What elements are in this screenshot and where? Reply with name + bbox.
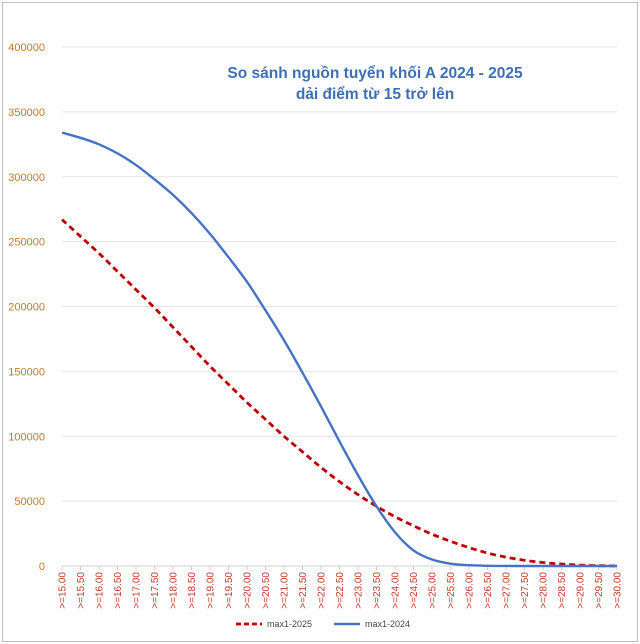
- y-tick-label: 50000: [14, 496, 45, 508]
- x-tick-label: >=19.50: [224, 572, 235, 609]
- x-tick-label: >=18.00: [169, 572, 180, 609]
- y-tick-label: 100000: [8, 431, 45, 443]
- x-tick-label: >=17.50: [150, 572, 161, 609]
- x-tick-label: >=27.00: [502, 572, 513, 609]
- x-tick-label: >=16.00: [95, 572, 106, 609]
- y-tick-label: 250000: [8, 237, 45, 249]
- x-tick-label: >=30.00: [613, 572, 624, 609]
- x-tick-label: >=23.50: [372, 572, 383, 609]
- y-tick-label: 350000: [8, 107, 45, 119]
- y-axis: 0 50000 100000 150000 200000 250000 300000 3500…: [8, 42, 45, 573]
- x-tick-label: >=29.00: [576, 572, 587, 609]
- x-tick-label: >=25.50: [446, 572, 457, 609]
- x-tick-label: >=18.50: [187, 572, 198, 609]
- x-tick-label: >=24.50: [409, 572, 420, 609]
- x-tick-label: >=15.00: [58, 572, 69, 609]
- series-line-max1-2025: [61, 218, 618, 568]
- y-tick-label: 300000: [8, 172, 45, 184]
- legend-label-max1-2024: max1-2024: [365, 619, 410, 629]
- x-tick-label: >=25.00: [428, 572, 439, 609]
- x-tick-label: >=21.50: [298, 572, 309, 609]
- y-tick-label: 150000: [8, 366, 45, 378]
- x-tick-label: >=17.00: [132, 572, 143, 609]
- x-tick-label: >=23.00: [354, 572, 365, 609]
- x-axis: >=15.00 >=15.50 >=16.00 >=16.50 >=17.00 >=17.…: [58, 565, 624, 609]
- y-tick-label: 400000: [8, 42, 45, 54]
- x-tick-label: >=24.00: [391, 572, 402, 609]
- x-tick-label: >=26.50: [483, 572, 494, 609]
- x-tick-label: >=15.50: [76, 572, 87, 609]
- x-tick-label: >=29.50: [594, 572, 605, 609]
- grid-lines: [62, 46, 617, 567]
- x-tick-label: >=28.00: [539, 572, 550, 609]
- legend-label-max1-2025: max1-2025: [267, 619, 312, 629]
- chart-title-line-1: So sánh nguồn tuyển khối A 2024 - 2025: [227, 65, 523, 82]
- x-tick-label: >=16.50: [113, 572, 124, 609]
- x-tick-label: >=21.00: [280, 572, 291, 609]
- legend: max1-2025 max1-2024: [236, 619, 410, 629]
- x-tick-label: >=26.00: [465, 572, 476, 609]
- series-group: [61, 131, 618, 568]
- x-tick-label: >=22.00: [317, 572, 328, 609]
- x-tick-label: >=19.00: [206, 572, 217, 609]
- x-tick-label: >=20.00: [243, 572, 254, 609]
- chart-title-line-2: dải điểm từ 15 trở lên: [296, 86, 454, 103]
- y-tick-label: 0: [39, 561, 45, 573]
- series-line-max1-2024: [61, 131, 617, 568]
- x-tick-label: >=22.50: [335, 572, 346, 609]
- x-tick-label: >=20.50: [261, 572, 272, 609]
- x-tick-label: >=28.50: [557, 572, 568, 609]
- y-tick-label: 200000: [8, 302, 45, 314]
- x-tick-label: >=27.50: [520, 572, 531, 609]
